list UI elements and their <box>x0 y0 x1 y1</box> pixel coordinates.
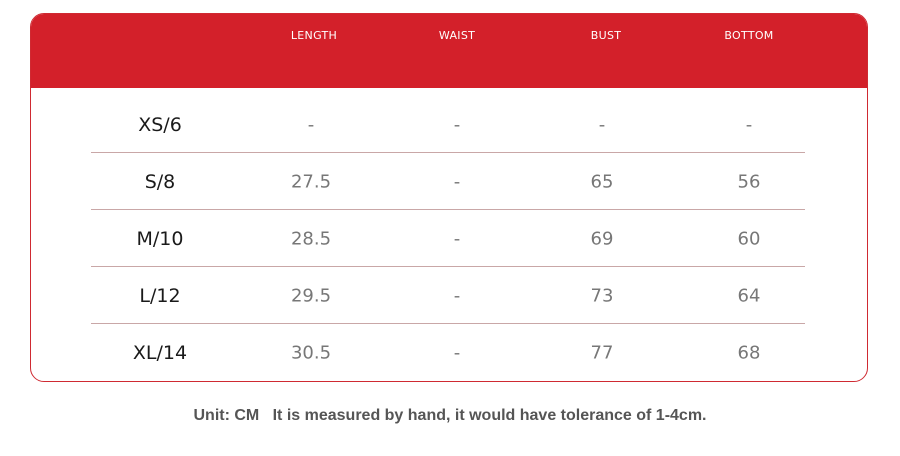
bottom-value: - <box>745 114 753 135</box>
length-value: 29.5 <box>290 285 332 306</box>
waist-value: - <box>453 342 461 363</box>
size-row-l: L/12 29.5 - 73 64 <box>31 267 867 324</box>
bust-value: 73 <box>590 285 614 306</box>
bottom-value: 56 <box>737 171 761 192</box>
waist-value: - <box>453 228 461 249</box>
bust-value: 69 <box>590 228 614 249</box>
bust-value: 77 <box>590 342 614 363</box>
column-header-bottom: BOTTOM <box>724 29 774 42</box>
length-value: 30.5 <box>290 342 332 363</box>
length-value: 27.5 <box>290 171 332 192</box>
size-chart-header: LENGTH WAIST BUST BOTTOM <box>31 14 867 88</box>
bottom-value: 68 <box>737 342 761 363</box>
size-row-xs: XS/6 - - - - <box>31 96 867 153</box>
size-row-m: M/10 28.5 - 69 60 <box>31 210 867 267</box>
row-divider <box>91 209 805 210</box>
waist-value: - <box>453 171 461 192</box>
size-label: M/10 <box>136 227 184 250</box>
size-chart-card: LENGTH WAIST BUST BOTTOM XS/6 - - - - S/… <box>30 13 868 382</box>
row-divider <box>91 152 805 153</box>
row-divider <box>91 323 805 324</box>
bottom-value: 64 <box>737 285 761 306</box>
size-row-xl: XL/14 30.5 - 77 68 <box>31 324 867 381</box>
size-label: XS/6 <box>138 113 182 136</box>
bust-value: - <box>598 114 606 135</box>
waist-value: - <box>453 285 461 306</box>
length-value: - <box>307 114 315 135</box>
length-value: 28.5 <box>290 228 332 249</box>
size-label: S/8 <box>144 170 176 193</box>
bust-value: 65 <box>590 171 614 192</box>
column-header-waist: WAIST <box>438 29 476 42</box>
column-header-bust: BUST <box>590 29 622 42</box>
waist-value: - <box>453 114 461 135</box>
size-label: XL/14 <box>132 341 188 364</box>
column-header-length: LENGTH <box>290 29 338 42</box>
row-divider <box>91 266 805 267</box>
tolerance-note: It is measured by hand, it would have to… <box>272 407 707 424</box>
size-row-s: S/8 27.5 - 65 56 <box>31 153 867 210</box>
bottom-value: 60 <box>737 228 761 249</box>
measurement-footnote: Unit: CM It is measured by hand, it woul… <box>0 407 900 425</box>
unit-label: Unit: CM <box>193 407 260 424</box>
size-label: L/12 <box>139 284 181 307</box>
